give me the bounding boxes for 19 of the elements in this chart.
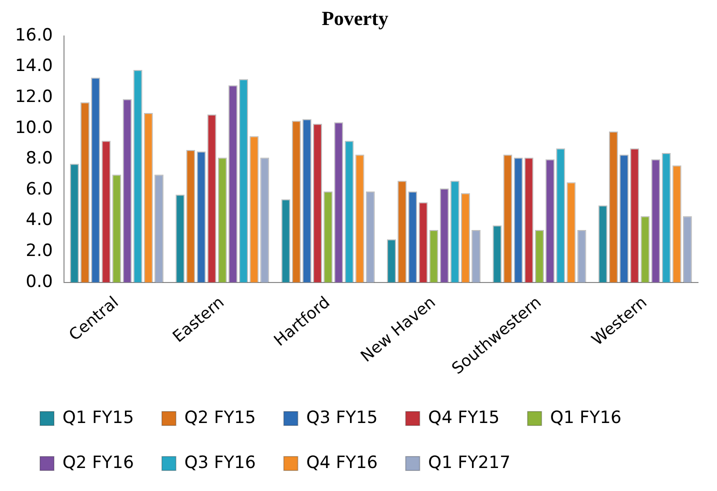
legend-label: Q3 FY15 [306,408,378,428]
legend-label: Q2 FY15 [184,408,256,428]
chart-title: Poverty [322,8,388,30]
y-tick-label: 16.0 [14,25,53,46]
y-tick-label: 12.0 [14,87,53,108]
y-tick-label: 10.0 [14,118,53,138]
legend-label: Q1 FY15 [62,408,134,428]
legend-label: Q4 FY16 [306,452,378,473]
y-tick-label: 2.0 [26,241,53,262]
y-tick-label: 0.0 [26,272,53,292]
y-tick-label: 4.0 [26,210,53,230]
y-tick-label: 6.0 [26,179,53,200]
legend-label: Q3 FY16 [184,452,256,473]
legend-label: Q1 FY217 [428,452,510,473]
y-tick-label: 8.0 [26,148,53,169]
y-tick-label: 14.0 [14,56,53,76]
legend-label: Q1 FY16 [550,408,622,428]
legend-label: Q2 FY16 [62,452,134,473]
legend-label: Q4 FY15 [428,408,500,428]
